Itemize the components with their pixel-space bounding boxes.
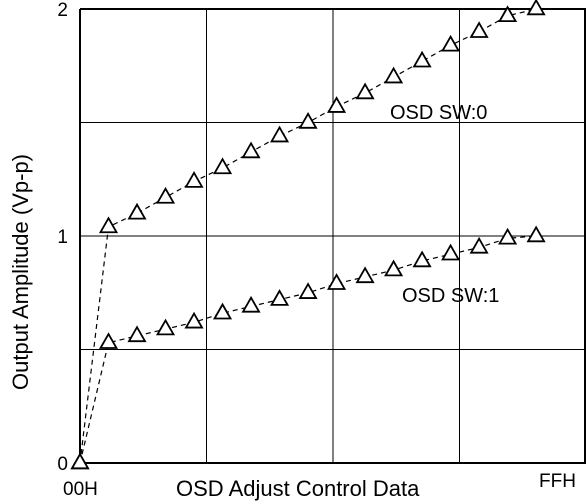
series-0-point-13 (441, 34, 461, 52)
series-0-point-11 (384, 66, 404, 84)
series-1-point-7 (269, 289, 290, 306)
series-1-point-11 (384, 259, 404, 277)
series-0-point-4 (184, 171, 204, 188)
x-tick-label-end: FFH (539, 471, 576, 492)
series-1-point-10 (355, 266, 375, 284)
series-1-point-1 (98, 332, 119, 349)
labels-group: 0 1 2 00H FFH OSD Adjust Control Data Ou… (8, 0, 576, 501)
series-line-1 (79, 235, 537, 464)
plot-frame (79, 8, 586, 464)
series-0-point-6 (241, 141, 261, 159)
series-label-osd-sw-1: OSD SW:1 (402, 285, 499, 307)
series-1-point-9 (327, 273, 347, 290)
series-0-point-12 (412, 50, 432, 68)
series-1-point-12 (412, 250, 432, 268)
series-0-point-16 (526, 0, 546, 16)
grid (80, 9, 586, 463)
series-0-point-1 (98, 216, 119, 234)
series-1-point-4 (184, 311, 204, 329)
y-tick-label-0: 0 (57, 454, 68, 475)
y-tick-label-2: 2 (57, 0, 68, 21)
series-0-point-8 (298, 112, 318, 129)
series-1-point-16 (526, 225, 546, 243)
series-1-point-8 (298, 282, 318, 299)
series-1-point-5 (212, 302, 233, 320)
series-0-point-7 (269, 125, 290, 143)
series-1-point-14 (469, 236, 489, 254)
series-0-point-5 (212, 157, 233, 175)
x-axis-title: OSD Adjust Control Data (176, 476, 420, 501)
series-0-point-15 (498, 5, 518, 23)
series-1-point-0 (70, 452, 90, 470)
series-1-point-13 (441, 243, 461, 261)
series-1-point-3 (155, 318, 176, 336)
series-0-point-3 (155, 186, 176, 204)
series-1-point-6 (241, 295, 261, 313)
y-tick-label-1: 1 (57, 227, 68, 248)
x-tick-label-start: 00H (63, 479, 98, 500)
series-group (70, 0, 546, 470)
y-axis-title: Output Amplitude (Vp-p) (8, 154, 33, 390)
series-1-point-2 (127, 325, 147, 343)
series-label-osd-sw-0: OSD SW:0 (390, 102, 487, 124)
series-0-point-10 (355, 82, 375, 100)
series-0-point-9 (327, 96, 347, 113)
series-0-point-2 (127, 202, 147, 220)
series-0-point-14 (469, 21, 489, 38)
series-1-point-15 (498, 227, 518, 245)
